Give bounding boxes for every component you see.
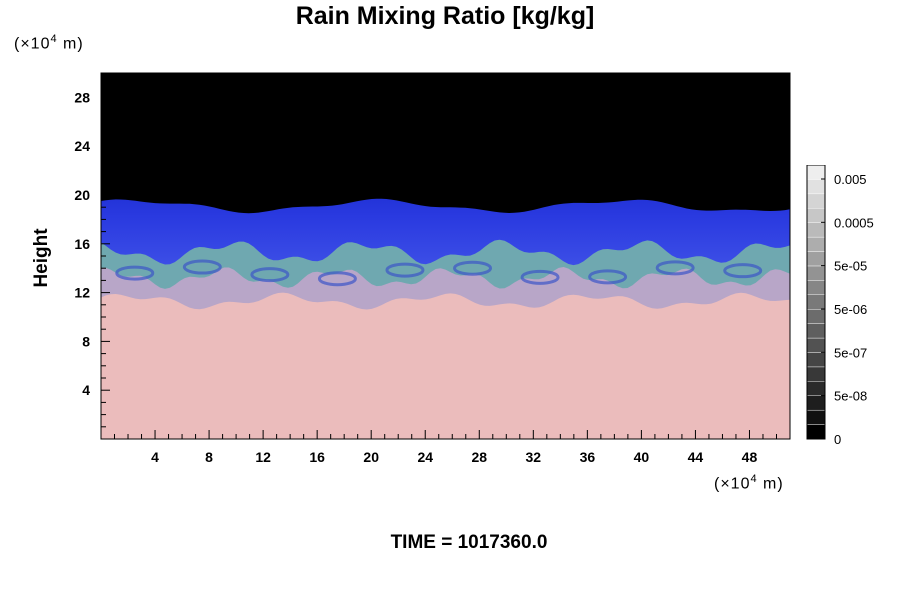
eddy [655,260,695,276]
x-tick-label: 12 [255,449,271,465]
x-tick-label: 16 [309,449,325,465]
colorbar-frame [806,165,826,440]
x-tick-label: 36 [580,449,596,465]
x-tick-label: 44 [688,449,704,465]
colorbar-swatch [806,208,826,223]
x-tick-label: 24 [417,449,433,465]
colorbar-swatch [806,424,826,440]
chart-title: Rain Mixing Ratio [kg/kg] [295,2,595,30]
eddy [317,271,357,287]
x-tick-label: 8 [205,449,213,465]
eddy [182,259,222,275]
rain-field [101,73,790,439]
y-tick-label: 16 [74,236,90,252]
x-axis-unit: (×104 m) [714,473,784,493]
y-tick-label: 12 [74,285,90,301]
x-tick-label: 40 [634,449,650,465]
colorbar-label: 5e-05 [834,259,867,274]
colorbar-label: 5e-08 [834,389,867,404]
y-axis: 4 8 12 16 20 24 28 [74,84,110,428]
x-tick-label: 4 [151,449,159,465]
colorbar-label: 0.005 [834,172,867,187]
colorbar: 0.005 0.0005 5e-05 5e-06 5e-07 5e-08 0 [806,165,874,447]
x-axis: 4 8 12 16 20 24 28 32 36 40 44 48 [114,430,777,465]
eddy [115,265,155,281]
colorbar-swatch [806,179,826,195]
colorbar-swatch [806,280,826,295]
y-tick-label: 24 [74,138,90,154]
colorbar-swatch [806,381,826,396]
colorbar-swatch [806,309,826,324]
colorbar-swatch [806,165,826,180]
eddy [723,263,763,279]
eddy [453,260,493,276]
colorbar-label: 0 [834,432,841,447]
colorbar-swatch [806,323,826,339]
colorbar-swatch [806,366,826,382]
y-tick-label: 8 [82,333,90,349]
y-axis-unit: (×104 m) [14,33,84,53]
layer-black [101,73,790,214]
time-label: TIME = 1017360.0 [390,532,548,553]
x-tick-label: 32 [526,449,542,465]
y-tick-label: 4 [82,382,90,398]
colorbar-swatch [806,265,826,281]
colorbar-swatch [806,193,826,209]
colorbar-swatch [806,395,826,411]
colorbar-swatch [806,236,826,252]
colorbar-swatch [806,294,826,310]
y-tick-label: 28 [74,89,90,105]
plot-frame [100,72,791,440]
x-tick-label: 28 [471,449,487,465]
eddy [250,267,290,283]
x-tick-label: 20 [363,449,379,465]
eddy [385,262,425,278]
colorbar-label: 5e-07 [834,345,867,360]
colorbar-swatch [806,222,826,238]
x-tick-label: 48 [742,449,758,465]
eddy [588,269,628,285]
colorbar-swatch [806,337,826,353]
colorbar-swatch [806,251,826,267]
y-tick-label: 20 [74,187,90,203]
eddy [520,269,560,285]
colorbar-swatch [806,352,826,368]
colorbar-swatch [806,409,826,425]
colorbar-label: 5e-06 [834,302,867,317]
colorbar-label: 0.0005 [834,215,874,230]
